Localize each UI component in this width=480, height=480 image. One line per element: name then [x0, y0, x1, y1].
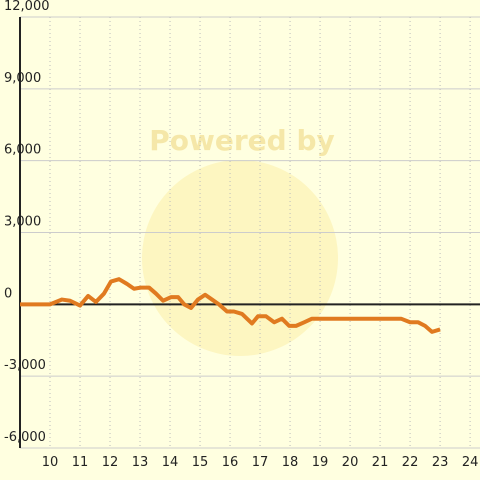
y-tick-label: 3,000	[4, 215, 41, 230]
x-tick-label: 12	[102, 455, 119, 470]
x-tick-label: 23	[432, 455, 449, 470]
x-tick-label: 13	[132, 455, 149, 470]
y-tick-label: 0	[4, 286, 12, 301]
x-tick-label: 10	[42, 455, 59, 470]
y-tick-label: 9,000	[4, 71, 41, 86]
y-tick-label: 12,000	[4, 0, 50, 14]
x-tick-label: 18	[282, 455, 299, 470]
x-tick-label: 15	[192, 455, 209, 470]
x-tick-label: 22	[402, 455, 419, 470]
x-tick-label: 24	[462, 455, 479, 470]
x-tick-label: 21	[372, 455, 389, 470]
x-tick-label: 16	[222, 455, 239, 470]
line	[20, 277, 441, 334]
y-tick-label: -3,000	[4, 358, 46, 373]
x-tick-label: 11	[72, 455, 89, 470]
watermark: Powered by	[149, 124, 335, 157]
y-tick-label: -6,000	[4, 430, 46, 445]
x-tick-label: 19	[312, 455, 329, 470]
x-tick-label: 20	[342, 455, 359, 470]
x-tick-label: 17	[252, 455, 269, 470]
x-tick-label: 14	[162, 455, 179, 470]
watermark-logo	[142, 160, 338, 356]
y-tick-label: 6,000	[4, 143, 41, 158]
